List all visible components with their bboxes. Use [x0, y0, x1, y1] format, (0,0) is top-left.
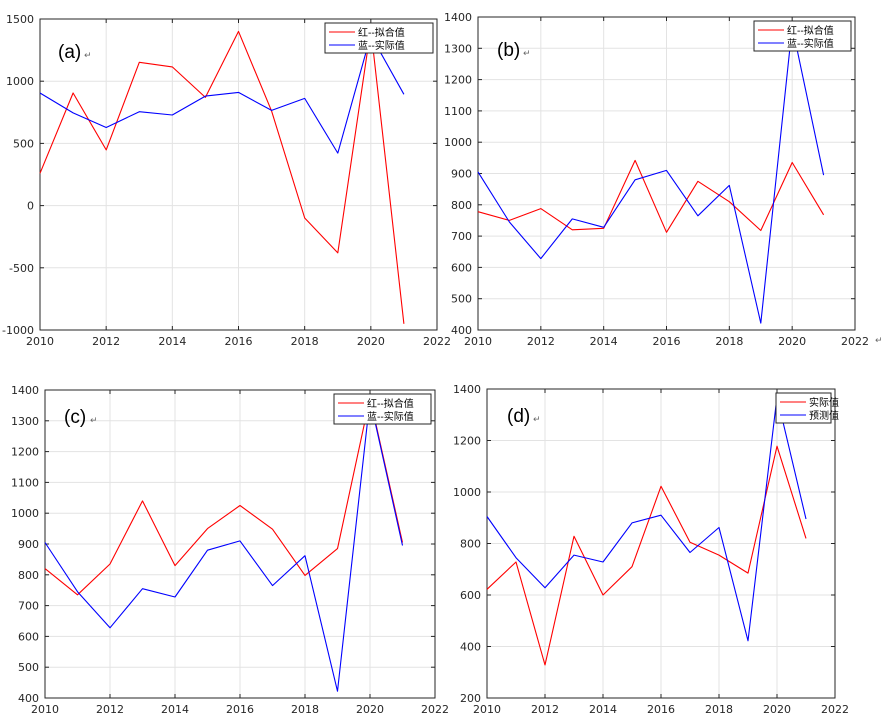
y-tick-label: 600 — [451, 261, 472, 274]
y-tick-label: 1200 — [11, 446, 39, 459]
x-tick-label: 2010 — [26, 335, 54, 348]
return-mark: ↵ — [533, 415, 541, 425]
y-tick-label: 900 — [18, 538, 39, 551]
chart-panel-4: 2010 2012 2014 2016 2018 2020 2022 200 400 600 800… — [453, 383, 849, 716]
y-tick-label: 600 — [18, 630, 39, 643]
return-mark: ↵ — [523, 49, 531, 59]
x-tick-label: 2010 — [473, 703, 501, 716]
y-tick-label: 1400 — [453, 383, 481, 396]
series-line-blue — [486, 396, 807, 642]
panel-label: (b) — [497, 40, 520, 61]
x-tick-label: 2012 — [96, 703, 124, 716]
y-tick-label: 200 — [460, 692, 481, 705]
x-tick-label: 2016 — [647, 703, 675, 716]
legend-box — [775, 392, 832, 424]
series-line-red — [486, 445, 807, 666]
x-tick-label: 2012 — [531, 703, 559, 716]
legend-box — [333, 393, 432, 425]
y-tick-label: 700 — [451, 230, 472, 243]
legend-box — [753, 20, 852, 52]
series-line-red — [44, 397, 404, 596]
x-tick-label: 2018 — [715, 335, 743, 348]
panel-label: (d) — [507, 406, 530, 427]
legend-label: 蓝--实际值 — [367, 410, 414, 423]
x-tick-label: 2014 — [158, 335, 186, 348]
x-tick-label: 2016 — [653, 335, 681, 348]
x-tick-label: 2018 — [291, 703, 319, 716]
chart-panel-3: 2010 2012 2014 2016 2018 2020 2022 400 500 600 700… — [11, 384, 449, 716]
y-tick-label: 1400 — [11, 384, 39, 397]
y-tick-label: 1400 — [444, 11, 472, 24]
y-tick-label: 700 — [18, 600, 39, 613]
y-tick-label: 800 — [460, 538, 481, 551]
y-tick-label: 900 — [451, 168, 472, 181]
legend-label: 实际值 — [809, 396, 839, 409]
y-tick-label: 0 — [27, 200, 34, 213]
y-tick-label: 1300 — [11, 415, 39, 428]
y-tick-label: 400 — [18, 692, 39, 705]
x-tick-label: 2022 — [423, 335, 451, 348]
y-tick-label: 1000 — [6, 75, 34, 88]
x-tick-label: 2012 — [92, 335, 120, 348]
y-tick-label: -500 — [9, 262, 34, 275]
panel-label: (c) — [64, 407, 86, 428]
y-tick-label: 400 — [451, 324, 472, 337]
y-tick-label: 500 — [18, 661, 39, 674]
x-tick-label: 2020 — [778, 335, 806, 348]
legend-label: 预测值 — [809, 409, 839, 422]
panel-label: (a) — [58, 42, 81, 63]
y-tick-label: 500 — [451, 293, 472, 306]
legend-label: 蓝--实际值 — [787, 37, 834, 50]
x-tick-label: 2014 — [589, 703, 617, 716]
y-tick-label: 1200 — [453, 435, 481, 448]
x-tick-label: 2016 — [225, 335, 253, 348]
x-tick-label: 2018 — [291, 335, 319, 348]
y-tick-label: 1000 — [453, 486, 481, 499]
y-tick-label: 1500 — [6, 13, 34, 26]
x-tick-label: 2020 — [356, 703, 384, 716]
chart-panel-2: 2010 2012 2014 2016 2018 2020 2022 400 500 600 700… — [444, 11, 869, 348]
x-tick-label: 2022 — [821, 703, 849, 716]
series-line-blue — [39, 34, 405, 154]
legend-box — [324, 22, 434, 54]
series-line-blue — [477, 25, 825, 324]
x-tick-label: 2014 — [161, 703, 189, 716]
return-mark: ↵ — [84, 51, 92, 61]
x-tick-label: 2016 — [226, 703, 254, 716]
return-mark: ↵ — [90, 416, 98, 426]
y-tick-label: 1300 — [444, 42, 472, 55]
y-tick-label: 1000 — [444, 136, 472, 149]
y-tick-label: -1000 — [2, 324, 34, 337]
legend-label: 红--拟合值 — [787, 24, 834, 37]
y-tick-label: 600 — [460, 589, 481, 602]
x-tick-label: 2018 — [705, 703, 733, 716]
x-tick-label: 2022 — [841, 335, 869, 348]
y-tick-label: 1100 — [11, 476, 39, 489]
y-tick-label: 500 — [13, 137, 34, 150]
legend-label: 红--拟合值 — [358, 26, 405, 39]
series-line-blue — [44, 398, 404, 692]
x-tick-label: 2010 — [464, 335, 492, 348]
y-tick-label: 400 — [460, 641, 481, 654]
return-mark-text: ↵ — [875, 336, 883, 346]
legend-label: 蓝--实际值 — [358, 39, 405, 52]
x-tick-label: 2022 — [421, 703, 449, 716]
x-tick-label: 2020 — [357, 335, 385, 348]
series-line-red — [477, 159, 825, 233]
chart-panel-1: 2010 2012 2014 2016 2018 2020 2022 -1000 -500 0 50… — [2, 13, 451, 348]
y-tick-label: 800 — [451, 199, 472, 212]
x-tick-label: 2014 — [590, 335, 618, 348]
x-tick-label: 2010 — [31, 703, 59, 716]
series-line-red — [39, 27, 405, 324]
x-tick-label: 2012 — [527, 335, 555, 348]
y-tick-label: 1000 — [11, 507, 39, 520]
x-tick-label: 2020 — [763, 703, 791, 716]
legend-label: 红--拟合值 — [367, 397, 414, 410]
y-tick-label: 1100 — [444, 105, 472, 118]
y-tick-label: 1200 — [444, 74, 472, 87]
y-tick-label: 800 — [18, 569, 39, 582]
